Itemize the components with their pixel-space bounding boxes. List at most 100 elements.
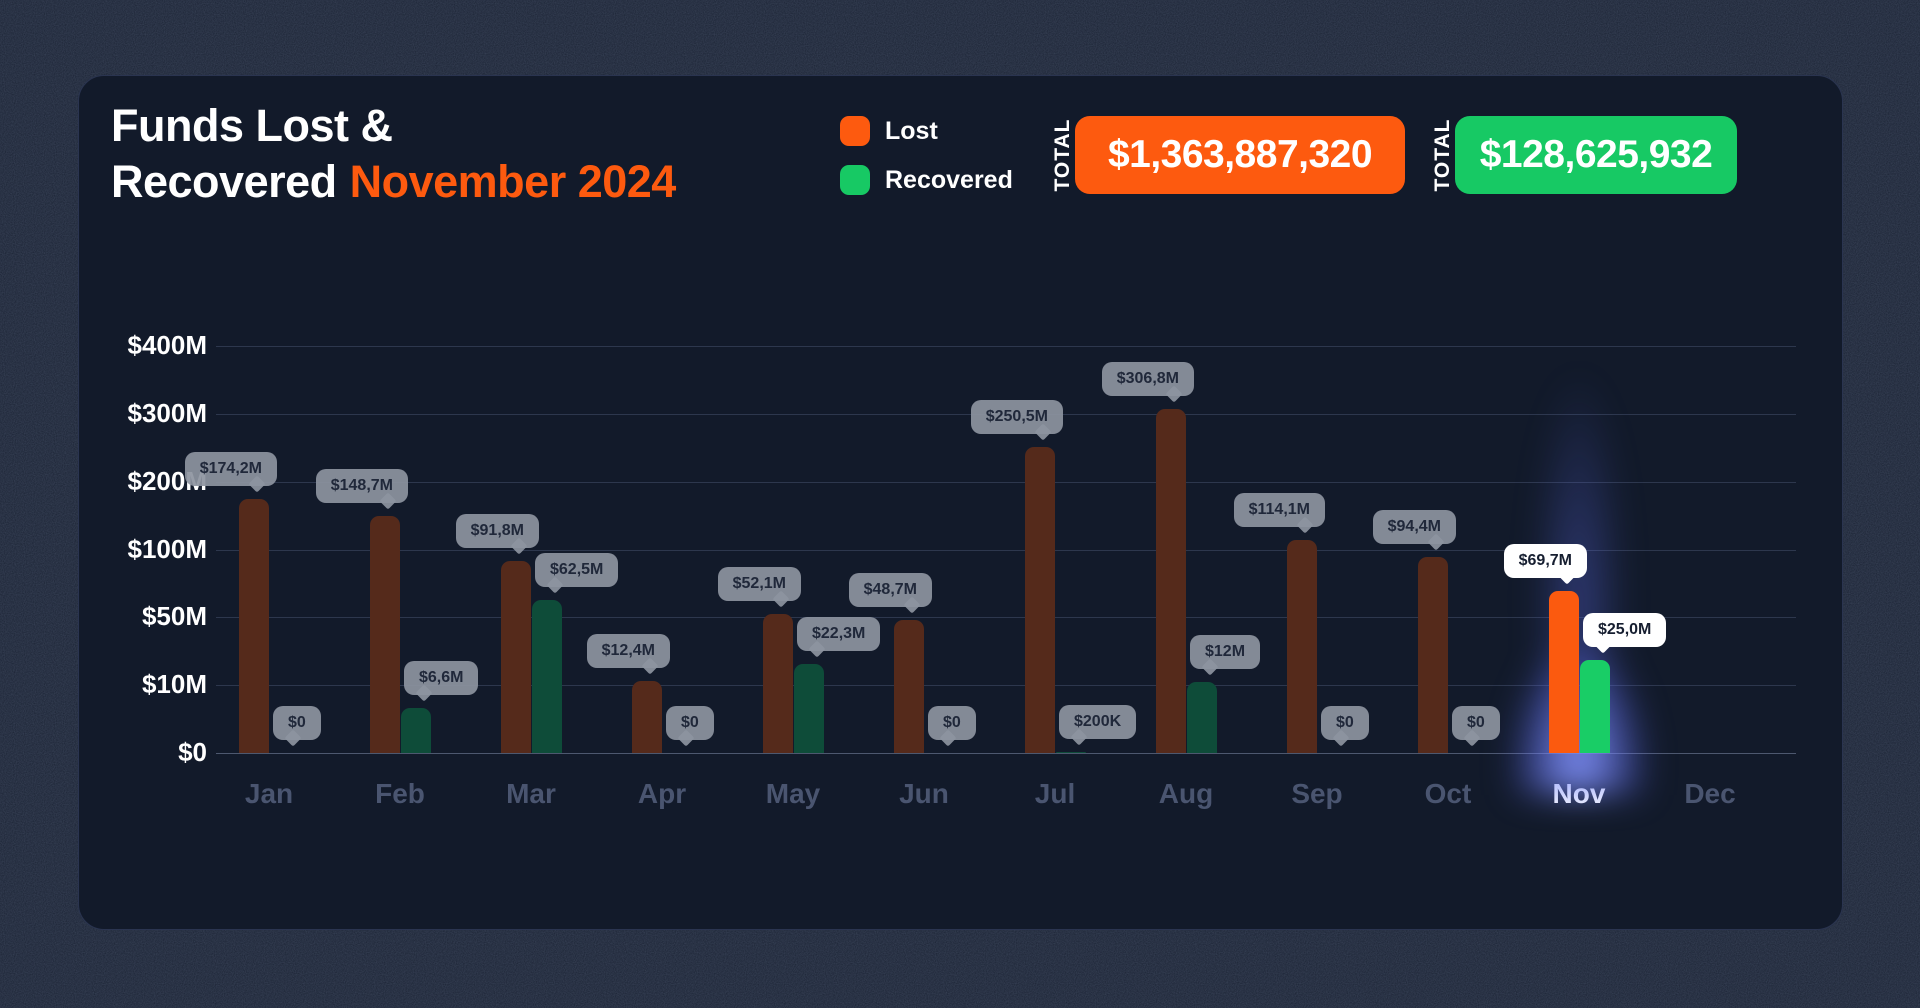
month-label-dec: Dec	[1684, 778, 1736, 809]
tooltip-recovered-feb: $6,6M	[404, 661, 479, 702]
bars-layer: $174,2M $0 $148,7M $6,6M $91,8M $62,5M $12,4M $…	[184, 346, 1796, 795]
tooltip-lost-nov: $69,7M	[1503, 543, 1587, 585]
gridline-$100M	[216, 549, 1796, 551]
tooltip-lost-feb: $148,7M	[315, 469, 408, 510]
bar-lost-mar[interactable]	[501, 560, 531, 753]
month-label-sep: Sep	[1291, 778, 1343, 809]
bar-lost-feb[interactable]	[370, 516, 400, 753]
bar-recovered-nov[interactable]	[1580, 659, 1610, 753]
tooltip-tail	[1463, 729, 1481, 747]
lost-swatch-icon	[840, 116, 870, 146]
tooltip-tail	[1296, 516, 1314, 534]
bar-lost-oct[interactable]	[1418, 557, 1448, 753]
bar-lost-jul[interactable]	[1025, 447, 1055, 753]
plot-area: $174,2M $0 $148,7M $6,6M $91,8M $62,5M $12,4M $…	[184, 346, 1796, 809]
tooltip-recovered-sep: $0	[1321, 706, 1369, 747]
title-line1: Funds Lost &	[111, 100, 393, 151]
bar-chart: $174,2M $0 $148,7M $6,6M $91,8M $62,5M $12,4M $…	[79, 76, 1842, 929]
tooltip-recovered-nov: $25,0M	[1583, 612, 1667, 654]
bar-recovered-may[interactable]	[794, 664, 824, 753]
tooltip-tail	[284, 729, 302, 747]
tooltip-lost-sep: $114,1M	[1233, 492, 1325, 534]
bar-lost-may[interactable]	[763, 614, 793, 753]
gridline-$0	[216, 753, 1796, 754]
bar-recovered-jul[interactable]	[1056, 751, 1086, 753]
bar-lost-jan[interactable]	[239, 499, 269, 753]
tooltip-tail	[641, 657, 659, 675]
bar-recovered-mar[interactable]	[532, 600, 562, 753]
tooltip-recovered-jun: $0	[928, 706, 976, 747]
bar-recovered-feb[interactable]	[401, 708, 431, 753]
y-tick-$300M: $300M	[127, 397, 208, 428]
y-tick-$50M: $50M	[141, 601, 207, 632]
bar-lost-jun[interactable]	[894, 619, 924, 753]
tooltip-recovered-aug: $12M	[1190, 634, 1261, 676]
bar-recovered-aug[interactable]	[1187, 681, 1217, 753]
tooltip-recovered-apr: $0	[666, 706, 714, 747]
y-tick-$400M: $400M	[127, 330, 208, 360]
gridline-$10M	[216, 685, 1796, 687]
tooltip-recovered-jul: $200K	[1059, 704, 1137, 746]
tooltip-recovered-oct: $0	[1452, 706, 1500, 747]
bar-lost-sep[interactable]	[1287, 539, 1317, 753]
tooltip-tail	[379, 492, 397, 510]
tooltip-lost-may: $52,1M	[717, 567, 801, 608]
bar-lost-nov[interactable]	[1549, 590, 1579, 753]
tooltip-tail	[939, 729, 957, 747]
chart-card: Funds Lost & Recovered November 2024 Lost …	[78, 75, 1843, 930]
tooltip-tail	[903, 596, 921, 614]
tooltip-tail	[1427, 533, 1445, 551]
tooltip-tail	[772, 590, 790, 608]
tooltip-lost-mar: $91,8M	[455, 513, 539, 555]
y-tick-$100M: $100M	[127, 533, 208, 564]
month-label-jun: Jun	[899, 778, 949, 809]
month-label-oct: Oct	[1424, 778, 1472, 809]
y-tick-$10M: $10M	[141, 669, 207, 700]
month-label-jan: Jan	[244, 778, 294, 809]
tooltip-lost-jun: $48,7M	[848, 572, 932, 614]
legend-item-recovered[interactable]: Recovered	[840, 165, 1013, 195]
tooltip-tail	[1070, 728, 1088, 746]
tooltip-tail	[1165, 385, 1183, 403]
tooltip-tail	[1332, 729, 1350, 747]
tooltip-tail	[415, 684, 433, 702]
tooltip-recovered-mar: $62,5M	[535, 553, 619, 594]
tooltip-lost-apr: $12,4M	[586, 634, 670, 675]
recovered-swatch-icon	[840, 165, 870, 195]
month-label-apr: Apr	[637, 778, 687, 809]
legend-recovered-label: Recovered	[885, 165, 1013, 194]
tooltip-tail	[248, 475, 266, 493]
bar-lost-apr[interactable]	[632, 681, 662, 753]
legend: Lost Recovered	[840, 116, 1013, 214]
tooltip-lost-jan: $174,2M	[184, 452, 277, 493]
y-tick-$0: $0	[178, 737, 207, 767]
tooltip-tail	[1201, 658, 1219, 676]
total-lost-badge: $1,363,887,320	[1075, 116, 1405, 194]
gridline-$50M	[216, 617, 1796, 619]
tooltip-recovered-jan: $0	[273, 706, 321, 747]
tooltip-lost-aug: $306,8M	[1101, 362, 1194, 403]
title-line2-white: Recovered	[111, 156, 337, 207]
gridline-$200M	[216, 481, 1796, 483]
tooltip-tail	[1034, 423, 1052, 441]
total-lost-group: TOTAL $1,363,887,320	[1051, 116, 1405, 194]
title-line2-accent: November 2024	[349, 156, 677, 207]
tooltip-lost-jul: $250,5M	[970, 400, 1063, 441]
month-label-aug: Aug	[1158, 778, 1214, 809]
month-label-mar: Mar	[506, 778, 556, 809]
bar-lost-aug[interactable]	[1156, 409, 1186, 753]
nov-highlight-glow	[1484, 365, 1674, 795]
page-title: Funds Lost & Recovered November 2024	[111, 98, 676, 210]
tooltip-tail	[677, 729, 695, 747]
total-recovered-badge: $128,625,932	[1455, 116, 1737, 194]
tooltip-tail	[808, 640, 826, 658]
month-label-feb: Feb	[375, 778, 425, 809]
tooltip-recovered-may: $22,3M	[797, 617, 881, 658]
tooltip-lost-oct: $94,4M	[1372, 510, 1456, 551]
tooltip-tail	[546, 576, 564, 594]
total-recovered-group: TOTAL $128,625,932	[1431, 116, 1737, 194]
gridline-$400M	[216, 346, 1796, 347]
legend-lost-label: Lost	[885, 116, 938, 145]
legend-item-lost[interactable]: Lost	[840, 116, 1013, 146]
month-label-jul: Jul	[1034, 778, 1076, 809]
